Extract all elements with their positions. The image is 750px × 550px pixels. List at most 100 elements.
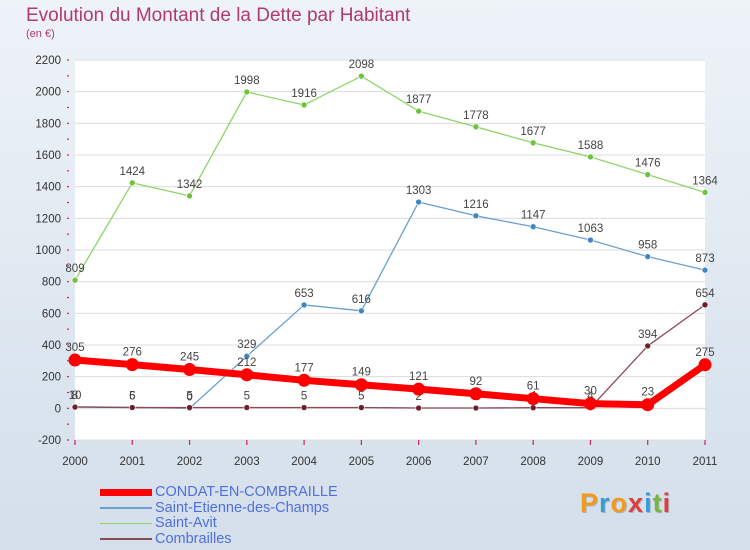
logo-letter: t [652,488,663,518]
data-label: 2 [415,391,421,403]
x-tick-label: 2003 [234,456,260,468]
logo-letter: o [610,488,629,518]
data-point [583,397,597,411]
data-label: 0 [186,391,192,403]
y-tick-label: 0 [55,403,61,415]
data-label: 1588 [578,140,604,152]
data-label: 4 [587,391,594,403]
x-tick-label: 2004 [291,456,317,468]
data-label: 5 [244,391,250,403]
data-point [641,398,655,412]
data-label: 1424 [119,166,145,178]
data-label: 305 [65,342,84,354]
data-point [183,363,197,377]
data-point [529,223,537,231]
data-label: 1364 [692,175,718,187]
data-point [128,404,136,411]
y-tick-label: 1800 [35,118,61,130]
data-point [358,72,365,80]
data-label: 653 [294,288,313,300]
x-tick-label: 2011 [693,456,718,468]
data-label: 5 [358,391,364,403]
y-tick-label: 200 [42,372,61,384]
chart-subtitle: (en €) [26,28,55,40]
data-point [644,342,652,350]
data-point [415,107,422,115]
data-label: 1216 [463,199,489,211]
data-label: 958 [638,240,657,252]
data-point [701,266,709,274]
data-label: 5 [301,391,307,403]
proxiti-logo: Proxiti [580,488,671,519]
data-label: 873 [695,253,714,265]
data-label: 329 [237,339,256,351]
data-point [587,153,594,161]
x-tick-label: 2010 [635,456,661,468]
data-point [125,358,139,372]
data-label: 6 [129,390,135,402]
x-tick-label: 2001 [119,456,145,468]
data-point [128,179,136,187]
legend-swatch [100,538,152,540]
y-tick-label: 1600 [35,150,61,162]
series-line [74,75,706,281]
series-line [74,356,708,409]
data-point [240,368,254,382]
data-label: 30 [584,386,597,398]
data-point [300,101,308,109]
data-point [412,382,426,396]
data-label: 177 [294,362,313,374]
data-point [415,198,422,206]
x-tick-label: 2000 [62,456,88,468]
data-label: 1147 [521,210,546,222]
data-point [472,123,480,131]
data-point [529,139,537,147]
logo-letter: r [599,488,611,518]
data-label: 212 [237,357,256,369]
data-point [358,307,365,315]
data-label: 5 [129,391,135,403]
data-point [297,373,311,387]
data-label: 10 [69,390,82,402]
data-point [243,352,251,360]
data-label: 121 [409,371,428,383]
y-tick-label: -200 [38,435,61,447]
series-line [74,304,706,409]
data-label: 1342 [177,179,203,191]
legend-label: Saint-Etienne-des-Champs [155,499,330,516]
x-tick-label: 2002 [177,456,203,468]
y-tick-label: 1200 [35,213,61,225]
data-label: 809 [65,263,84,275]
data-point [354,378,368,392]
x-tick-label: 2005 [349,456,375,468]
legend-swatch [100,489,152,496]
data-point [698,358,712,372]
data-point [300,404,308,411]
legend-swatch [100,507,152,509]
y-tick-label: 400 [42,340,61,352]
data-label: 616 [352,294,371,306]
legend-label: Combrailles [155,530,232,547]
data-label: 1303 [406,185,432,197]
data-point [644,171,652,178]
data-label: 92 [470,376,483,388]
data-label: 654 [695,288,715,300]
data-point [644,253,652,260]
legend-label: Saint-Avit [155,515,217,531]
logo-letter: x [628,488,645,518]
y-tick-label: 600 [42,308,61,320]
y-tick-label: 1400 [35,182,61,194]
data-label: 5 [186,391,192,403]
data-label: 23 [641,387,654,399]
data-point [71,276,79,284]
data-label: 1877 [406,94,432,106]
data-point [701,189,709,196]
data-label: 1998 [234,75,260,87]
data-point [469,387,483,401]
x-tick-label: 2008 [520,456,546,468]
data-point [243,88,251,96]
data-label: 275 [695,347,714,359]
data-label: 394 [638,329,658,341]
